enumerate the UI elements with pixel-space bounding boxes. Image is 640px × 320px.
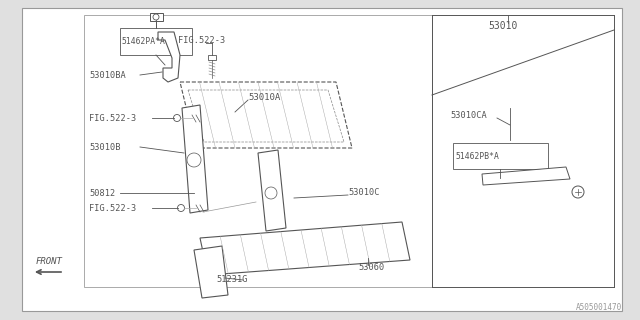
Circle shape	[153, 14, 159, 20]
Text: 53010: 53010	[488, 21, 517, 31]
Text: FIG.522-3: FIG.522-3	[89, 204, 136, 212]
Text: 53010B: 53010B	[89, 142, 120, 151]
Text: 53060: 53060	[358, 263, 384, 273]
Text: 51462PA*A: 51462PA*A	[122, 36, 166, 45]
Text: FIG.522-3: FIG.522-3	[89, 114, 136, 123]
Circle shape	[177, 204, 184, 212]
Bar	[120, 28, 192, 55]
Circle shape	[572, 186, 584, 198]
Polygon shape	[200, 222, 410, 275]
Polygon shape	[482, 167, 570, 185]
Text: 51462PB*A: 51462PB*A	[456, 151, 500, 161]
Circle shape	[265, 187, 277, 199]
Bar	[208, 55, 216, 60]
Circle shape	[173, 115, 180, 122]
Polygon shape	[180, 82, 352, 148]
Text: 53010CA: 53010CA	[450, 110, 487, 119]
Circle shape	[187, 153, 201, 167]
Polygon shape	[150, 13, 163, 21]
Polygon shape	[182, 105, 208, 213]
Polygon shape	[158, 32, 180, 82]
Text: 51231G: 51231G	[216, 276, 248, 284]
Bar	[453, 143, 548, 169]
Bar	[84, 15, 432, 287]
Text: FIG.522-3: FIG.522-3	[178, 36, 225, 44]
Text: A505001470: A505001470	[576, 303, 622, 312]
Text: 50812: 50812	[89, 188, 115, 197]
Text: 53010BA: 53010BA	[89, 70, 125, 79]
Text: 53010A: 53010A	[248, 92, 280, 101]
Polygon shape	[258, 150, 286, 231]
Text: FRONT: FRONT	[36, 258, 63, 267]
Text: 53010C: 53010C	[348, 188, 380, 196]
Polygon shape	[194, 246, 228, 298]
